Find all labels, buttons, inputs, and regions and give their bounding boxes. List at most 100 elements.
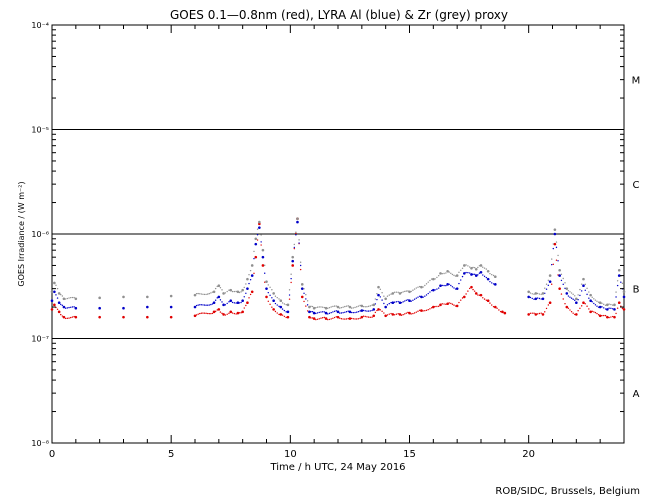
- data-point: [540, 298, 542, 300]
- data-point: [295, 231, 297, 233]
- data-point: [233, 290, 236, 293]
- data-point: [376, 292, 378, 295]
- data-point: [574, 295, 576, 297]
- data-point: [57, 310, 61, 314]
- data-point: [271, 306, 273, 308]
- data-point: [66, 317, 69, 320]
- data-point: [582, 284, 585, 288]
- data-point: [70, 316, 72, 319]
- data-point: [381, 310, 383, 313]
- data-point: [372, 303, 376, 307]
- data-point: [545, 288, 548, 290]
- data-point: [589, 310, 592, 314]
- y-tick-label: 10⁻⁶: [31, 230, 49, 239]
- x-tick-label: 15: [403, 449, 416, 460]
- data-point: [434, 289, 436, 291]
- data-point: [572, 293, 574, 296]
- data-point: [203, 304, 206, 306]
- data-point: [207, 293, 209, 295]
- data-point: [606, 315, 609, 319]
- data-point: [562, 298, 564, 300]
- data-point: [238, 291, 241, 294]
- flare-class-labels: A B C M: [632, 76, 641, 401]
- data-point: [256, 239, 259, 241]
- data-point: [352, 307, 355, 309]
- data-point: [468, 272, 471, 274]
- data-point: [425, 309, 428, 312]
- data-point: [146, 305, 149, 309]
- data-point: [233, 302, 236, 304]
- data-point: [485, 299, 488, 301]
- data-point: [288, 298, 291, 300]
- data-point: [429, 291, 431, 293]
- data-point: [298, 239, 300, 241]
- data-point: [318, 318, 320, 320]
- data-point: [98, 315, 101, 319]
- data-point: [439, 272, 442, 275]
- data-point: [241, 299, 244, 302]
- data-point: [445, 284, 447, 287]
- data-point: [386, 304, 389, 306]
- data-point: [50, 308, 54, 311]
- data-point: [203, 293, 206, 296]
- data-point: [354, 318, 356, 320]
- data-point: [71, 316, 74, 318]
- data-point: [267, 300, 269, 302]
- data-point: [205, 304, 207, 306]
- data-point: [570, 311, 573, 313]
- data-point: [598, 305, 602, 309]
- data-point: [340, 312, 343, 314]
- data-point: [608, 303, 610, 305]
- data-point: [321, 306, 324, 308]
- data-point: [408, 299, 411, 302]
- data-point: [408, 290, 411, 294]
- data-point: [305, 298, 307, 300]
- data-point: [586, 287, 588, 290]
- data-point: [548, 280, 552, 283]
- data-point: [400, 302, 403, 304]
- data-point: [419, 295, 421, 297]
- data-point: [574, 299, 576, 302]
- data-point: [393, 301, 396, 303]
- data-point: [335, 316, 337, 318]
- data-point: [491, 304, 493, 306]
- data-point: [362, 315, 365, 317]
- data-point: [260, 234, 262, 236]
- data-point: [451, 273, 454, 276]
- data-point: [250, 274, 254, 277]
- data-point: [197, 313, 199, 315]
- data-point: [335, 310, 337, 312]
- data-point: [367, 316, 370, 318]
- data-point: [211, 312, 214, 315]
- data-point: [332, 317, 334, 319]
- data-point: [245, 304, 247, 307]
- data-point: [560, 293, 563, 295]
- data-point: [339, 307, 341, 309]
- data-point: [397, 291, 399, 293]
- data-point: [312, 317, 316, 320]
- data-point: [342, 312, 344, 314]
- data-point: [604, 308, 607, 310]
- data-point: [216, 297, 218, 299]
- data-point: [214, 287, 217, 290]
- data-point: [384, 305, 387, 309]
- data-point: [122, 315, 125, 319]
- data-point: [228, 312, 230, 315]
- data-point: [299, 268, 302, 271]
- data-point: [547, 284, 550, 287]
- data-point: [446, 283, 449, 286]
- data-point: [492, 306, 495, 308]
- data-point: [315, 306, 317, 309]
- data-point: [584, 289, 586, 292]
- data-point: [620, 305, 622, 307]
- data-point: [393, 291, 396, 293]
- data-point: [308, 315, 311, 319]
- data-point: [417, 286, 419, 288]
- data-point: [296, 220, 299, 224]
- data-point: [601, 302, 603, 305]
- data-point: [300, 283, 304, 286]
- data-point: [570, 297, 573, 299]
- data-point: [436, 276, 438, 279]
- data-point: [283, 309, 286, 312]
- data-point: [274, 295, 277, 297]
